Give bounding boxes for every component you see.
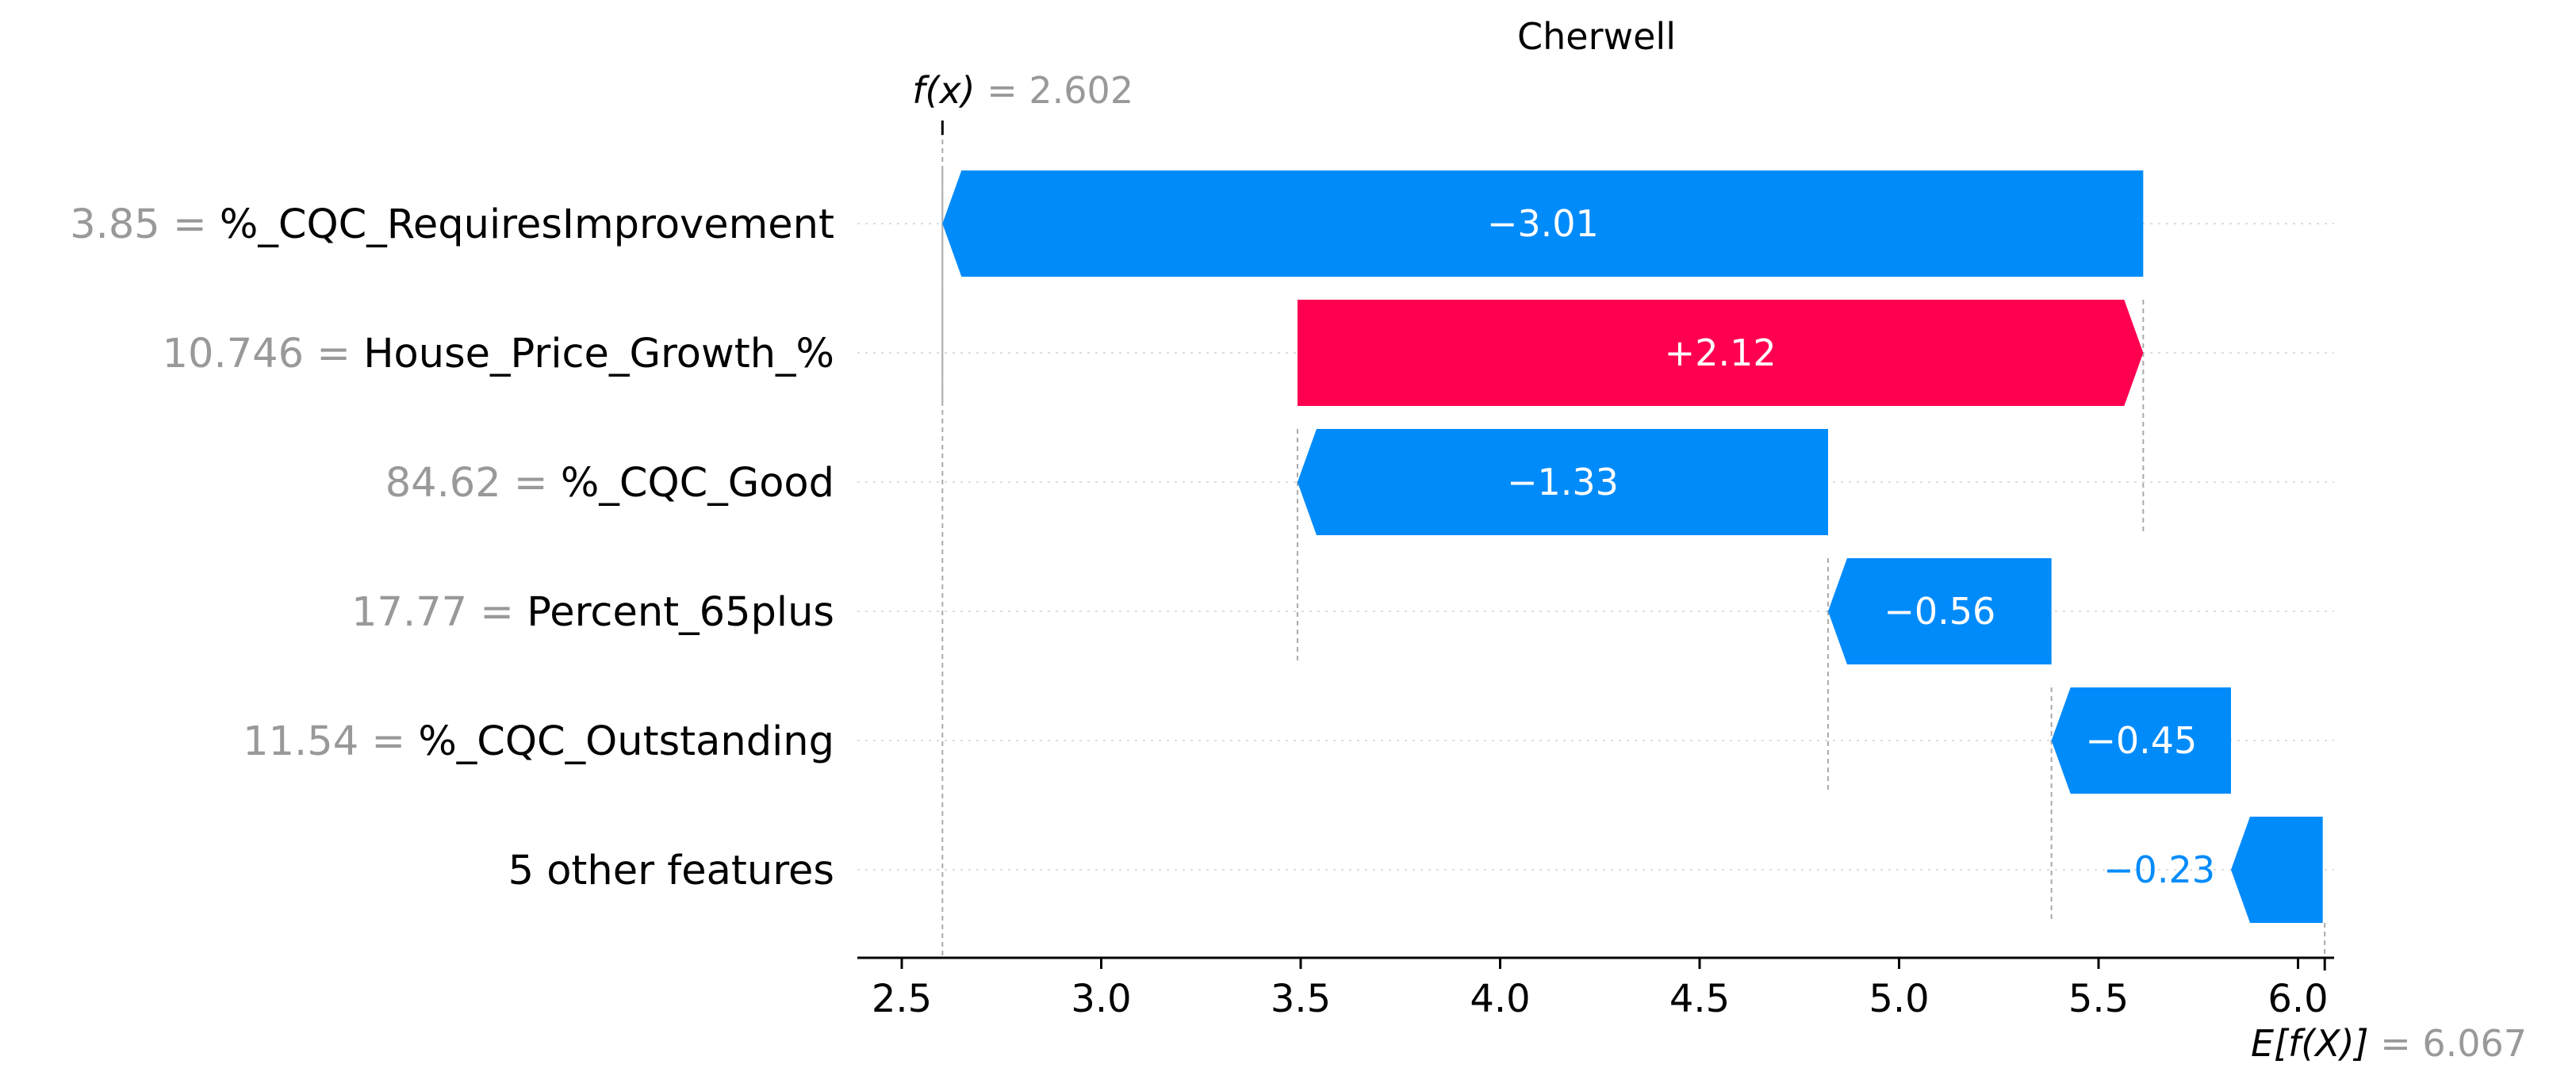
bars: −3.01 +2.12 −1.33 −0.56 −0.45 −0.23 xyxy=(942,170,2323,923)
feature-label: 17.77 = Percent_65plus xyxy=(351,589,834,636)
feature-label: 3.85 = %_CQC_RequiresImprovement xyxy=(70,201,834,248)
chart-title: Cherwell xyxy=(1517,15,1676,58)
shap-bar xyxy=(1297,429,1828,535)
fx-equals: = xyxy=(987,69,1029,112)
x-axis: 2.5 3.0 3.5 4.0 4.5 5.0 5.5 6.0 xyxy=(857,956,2334,1021)
feature-label: 10.746 = House_Price_Growth_% xyxy=(163,331,834,377)
shap-bar xyxy=(2051,687,2231,794)
shap-value-label: +2.12 xyxy=(1665,331,1777,374)
feature-value: 10.746 = xyxy=(163,331,364,377)
feature-name: %_CQC_RequiresImprovement xyxy=(220,201,834,248)
shap-bar xyxy=(942,170,2144,277)
x-tick-label: 3.5 xyxy=(1271,977,1331,1021)
feature-value: 11.54 = xyxy=(243,718,418,765)
fx-annotation: f(x) = 2.602 xyxy=(912,69,1133,135)
feature-name: %_CQC_Good xyxy=(561,460,834,507)
shap-value-label: −3.01 xyxy=(1487,202,1599,245)
x-tick-label: 4.5 xyxy=(1669,977,1730,1021)
shap-value-label: −0.23 xyxy=(2103,848,2215,891)
feature-name: 5 other features xyxy=(508,848,834,894)
x-tick-label: 2.5 xyxy=(872,977,932,1021)
shap-bar xyxy=(1827,558,2052,664)
shap-value-label: −0.56 xyxy=(1884,590,1995,633)
feature-label: 84.62 = %_CQC_Good xyxy=(385,460,834,507)
feature-label: 5 other features xyxy=(508,848,834,894)
feature-label: 11.54 = %_CQC_Outstanding xyxy=(243,718,834,765)
x-ticks: 2.5 3.0 3.5 4.0 4.5 5.0 5.5 6.0 xyxy=(872,958,2329,1021)
shap-value-label: −1.33 xyxy=(1507,461,1619,503)
feature-name: Percent_65plus xyxy=(527,589,834,636)
x-tick-label: 3.0 xyxy=(1071,977,1131,1021)
shap-bar xyxy=(2230,817,2323,923)
feature-labels: 3.85 = %_CQC_RequiresImprovement 10.746 =… xyxy=(70,201,834,894)
ex-label: E[f(X)] = 6.067 xyxy=(2251,1022,2527,1065)
feature-value: 84.62 = xyxy=(385,460,561,507)
shap-bar xyxy=(1297,300,2144,406)
fx-symbol: f(x) xyxy=(912,69,975,112)
ex-annotation: E[f(X)] = 6.067 xyxy=(2251,958,2527,1065)
feature-name: %_CQC_Outstanding xyxy=(418,718,834,765)
x-tick-label: 6.0 xyxy=(2267,977,2328,1021)
shap-value-label: −0.45 xyxy=(2085,719,2197,762)
fx-value: 2.602 xyxy=(1029,69,1133,112)
x-tick-label: 5.0 xyxy=(1869,977,1929,1021)
ex-equals: = xyxy=(2380,1022,2422,1065)
fx-label: f(x) = 2.602 xyxy=(912,69,1133,112)
feature-name: House_Price_Growth_% xyxy=(363,331,834,377)
feature-value: 3.85 = xyxy=(70,201,220,248)
x-tick-label: 4.0 xyxy=(1470,977,1530,1021)
connector-lines xyxy=(941,131,2326,958)
ex-value: 6.067 xyxy=(2422,1022,2527,1065)
feature-value: 17.77 = xyxy=(351,589,527,636)
ex-symbol: E[f(X)] xyxy=(2251,1022,2369,1065)
x-tick-label: 5.5 xyxy=(2068,977,2129,1021)
